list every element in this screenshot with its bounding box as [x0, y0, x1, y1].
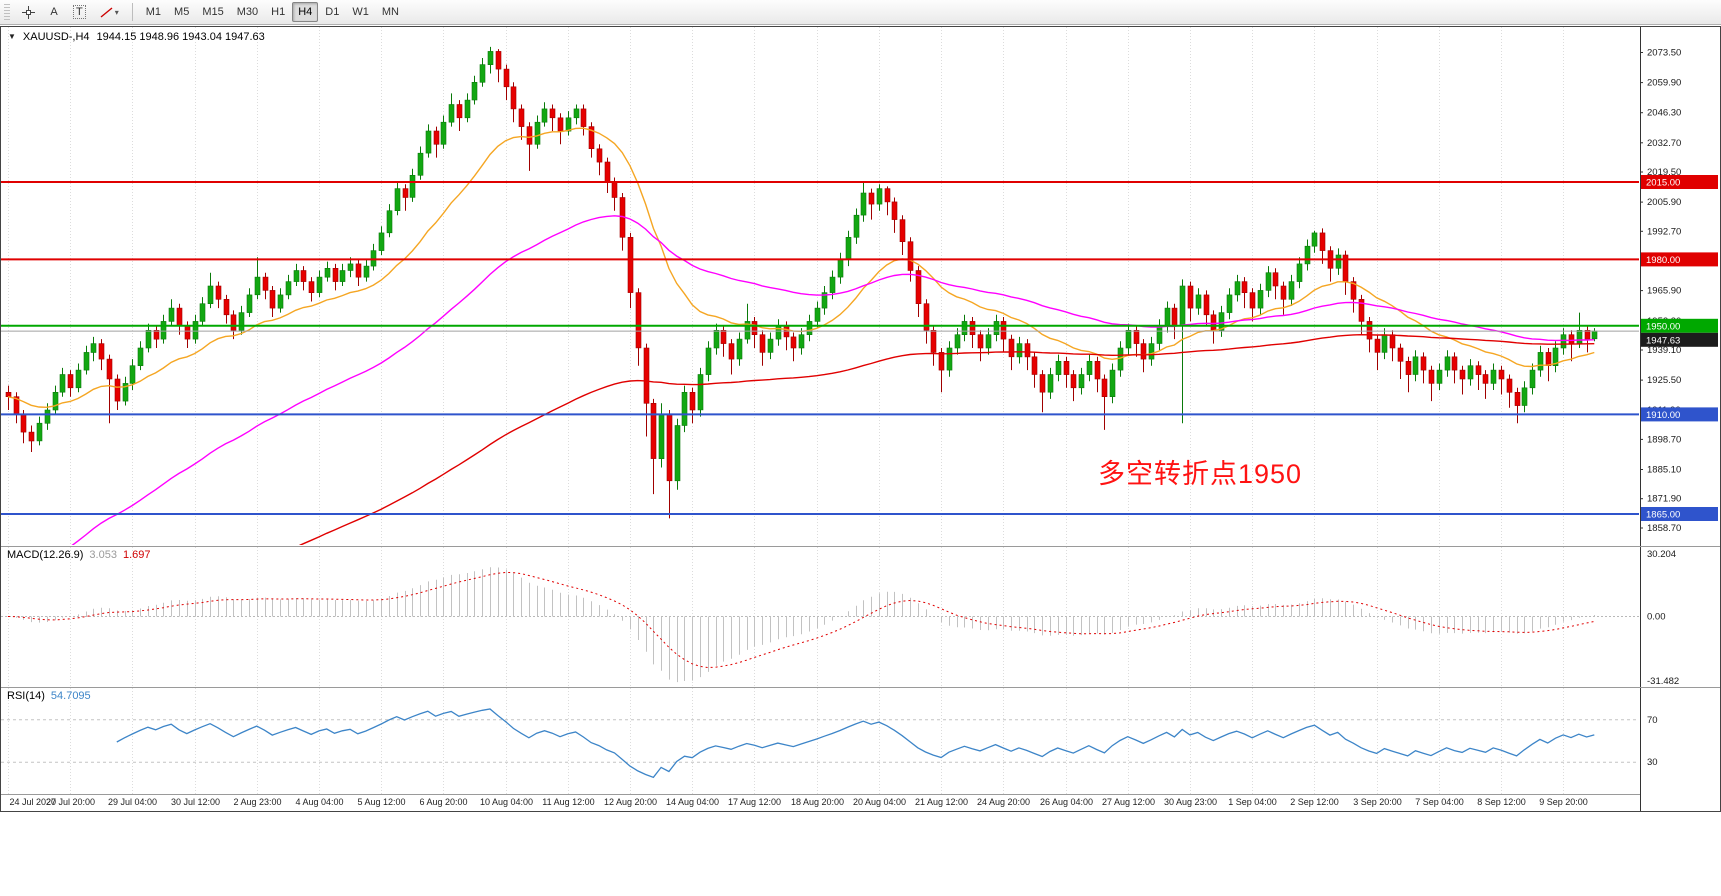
macd-label: MACD(12.26.9) 3.053 1.697 [7, 549, 150, 561]
timeframe-button-mn[interactable]: MN [376, 2, 405, 22]
svg-text:30 Aug 23:00: 30 Aug 23:00 [1164, 797, 1217, 807]
timeframe-button-m30[interactable]: M30 [231, 2, 264, 22]
svg-text:1898.70: 1898.70 [1647, 434, 1681, 445]
svg-text:12 Aug 20:00: 12 Aug 20:00 [604, 797, 657, 807]
svg-text:3 Sep 20:00: 3 Sep 20:00 [1353, 797, 1402, 807]
trendline-icon [100, 6, 113, 18]
svg-text:1980.00: 1980.00 [1646, 255, 1680, 266]
toolbar-grip[interactable] [4, 4, 10, 20]
rsi-value: 54.7095 [50, 690, 91, 702]
svg-text:5 Aug 12:00: 5 Aug 12:00 [357, 797, 405, 807]
timeframe-button-h1[interactable]: H1 [265, 2, 291, 22]
svg-text:8 Sep 12:00: 8 Sep 12:00 [1477, 797, 1526, 807]
toolbar-separator [131, 3, 133, 21]
timeframe-button-m1[interactable]: M1 [140, 2, 167, 22]
chevron-down-icon: ▾ [114, 7, 119, 17]
svg-text:11 Aug 12:00: 11 Aug 12:00 [542, 797, 594, 807]
chart-symbol-label: XAUUSD-,H4 [22, 31, 90, 43]
svg-text:2059.90: 2059.90 [1647, 78, 1681, 89]
svg-text:14 Aug 04:00: 14 Aug 04:00 [666, 797, 719, 807]
svg-text:1865.00: 1865.00 [1646, 510, 1680, 521]
svg-text:2073.50: 2073.50 [1647, 48, 1681, 59]
svg-text:1965.90: 1965.90 [1647, 286, 1681, 297]
svg-text:1910.00: 1910.00 [1646, 410, 1680, 421]
svg-text:2015.00: 2015.00 [1646, 178, 1680, 189]
svg-text:1992.70: 1992.70 [1647, 226, 1681, 237]
timeframe-button-m5[interactable]: M5 [168, 2, 195, 22]
svg-text:1950.00: 1950.00 [1646, 321, 1680, 332]
svg-text:6 Aug 20:00: 6 Aug 20:00 [419, 797, 467, 807]
text-tool-button[interactable]: T [67, 2, 92, 22]
macd-panel[interactable] [0, 550, 1640, 685]
svg-text:1858.70: 1858.70 [1647, 523, 1681, 534]
timeframe-group: M1 M5 M15 M30 H1 H4 D1 W1 MN [140, 2, 405, 22]
svg-text:2005.90: 2005.90 [1647, 197, 1681, 208]
text-label-tool-button[interactable]: A [43, 2, 65, 22]
svg-text:29 Jul 04:00: 29 Jul 04:00 [108, 797, 157, 807]
chart-ohlc-values: 1944.15 1948.96 1943.04 1947.63 [96, 31, 265, 43]
timeframe-button-d1[interactable]: D1 [319, 2, 345, 22]
svg-text:7 Sep 04:00: 7 Sep 04:00 [1415, 797, 1464, 807]
charts-toolbar: A T ▾ M1 M5 M15 M30 H1 H4 D1 W1 MN [0, 0, 1721, 25]
svg-text:30 Jul 12:00: 30 Jul 12:00 [171, 797, 220, 807]
text-label-icon: A [50, 6, 58, 18]
svg-text:21 Aug 12:00: 21 Aug 12:00 [915, 797, 968, 807]
svg-text:30: 30 [1647, 757, 1658, 768]
collapse-icon[interactable]: ▼ [8, 32, 16, 41]
svg-text:27 Aug 12:00: 27 Aug 12:00 [1102, 797, 1155, 807]
svg-text:27 Jul 20:00: 27 Jul 20:00 [46, 797, 95, 807]
svg-text:2 Sep 12:00: 2 Sep 12:00 [1290, 797, 1339, 807]
svg-text:4 Aug 04:00: 4 Aug 04:00 [295, 797, 343, 807]
crosshair-tool-button[interactable] [16, 2, 41, 22]
svg-text:26 Aug 04:00: 26 Aug 04:00 [1040, 797, 1093, 807]
crosshair-icon [22, 5, 35, 19]
rsi-name: RSI(14) [7, 690, 45, 702]
svg-text:30.204: 30.204 [1647, 549, 1676, 560]
svg-text:2019.50: 2019.50 [1647, 167, 1681, 178]
svg-text:24 Aug 20:00: 24 Aug 20:00 [977, 797, 1030, 807]
svg-text:24 Jul 2020: 24 Jul 2020 [10, 797, 57, 807]
rsi-panel[interactable] [0, 691, 1640, 794]
macd-main-value: 3.053 [89, 549, 117, 561]
timeframe-button-w1[interactable]: W1 [346, 2, 375, 22]
chart-title: ▼ XAUUSD-,H4 1944.15 1948.96 1943.04 194… [8, 31, 265, 43]
time-axis[interactable] [0, 794, 1640, 812]
svg-text:2 Aug 23:00: 2 Aug 23:00 [233, 797, 281, 807]
svg-text:0.00: 0.00 [1647, 612, 1666, 623]
macd-name: MACD(12.26.9) [7, 549, 84, 561]
timeframe-button-m15[interactable]: M15 [196, 2, 229, 22]
text-icon: T [73, 5, 86, 19]
svg-text:17 Aug 12:00: 17 Aug 12:00 [728, 797, 781, 807]
svg-text:1939.10: 1939.10 [1647, 345, 1681, 356]
svg-text:1871.90: 1871.90 [1647, 494, 1681, 505]
svg-text:2046.30: 2046.30 [1647, 108, 1681, 119]
main-chart-panel[interactable] [0, 27, 1640, 545]
svg-text:1885.10: 1885.10 [1647, 465, 1681, 476]
svg-text:1925.50: 1925.50 [1647, 375, 1681, 386]
rsi-label: RSI(14) 54.7095 [7, 690, 91, 702]
svg-text:1947.63: 1947.63 [1646, 335, 1680, 346]
svg-text:70: 70 [1647, 715, 1658, 726]
svg-text:1 Sep 04:00: 1 Sep 04:00 [1228, 797, 1277, 807]
svg-text:2032.70: 2032.70 [1647, 138, 1681, 149]
svg-text:20 Aug 04:00: 20 Aug 04:00 [853, 797, 906, 807]
objects-dropdown-button[interactable]: ▾ [94, 2, 125, 22]
svg-text:18 Aug 20:00: 18 Aug 20:00 [791, 797, 844, 807]
timeframe-button-h4[interactable]: H4 [292, 2, 319, 22]
price-axis[interactable] [1641, 27, 1721, 812]
svg-text:10 Aug 04:00: 10 Aug 04:00 [480, 797, 533, 807]
svg-text:-31.482: -31.482 [1647, 676, 1679, 687]
price-annotation[interactable]: 多空转折点1950 [1098, 459, 1303, 489]
svg-text:9 Sep 20:00: 9 Sep 20:00 [1539, 797, 1588, 807]
macd-signal-value: 1.697 [122, 549, 151, 561]
